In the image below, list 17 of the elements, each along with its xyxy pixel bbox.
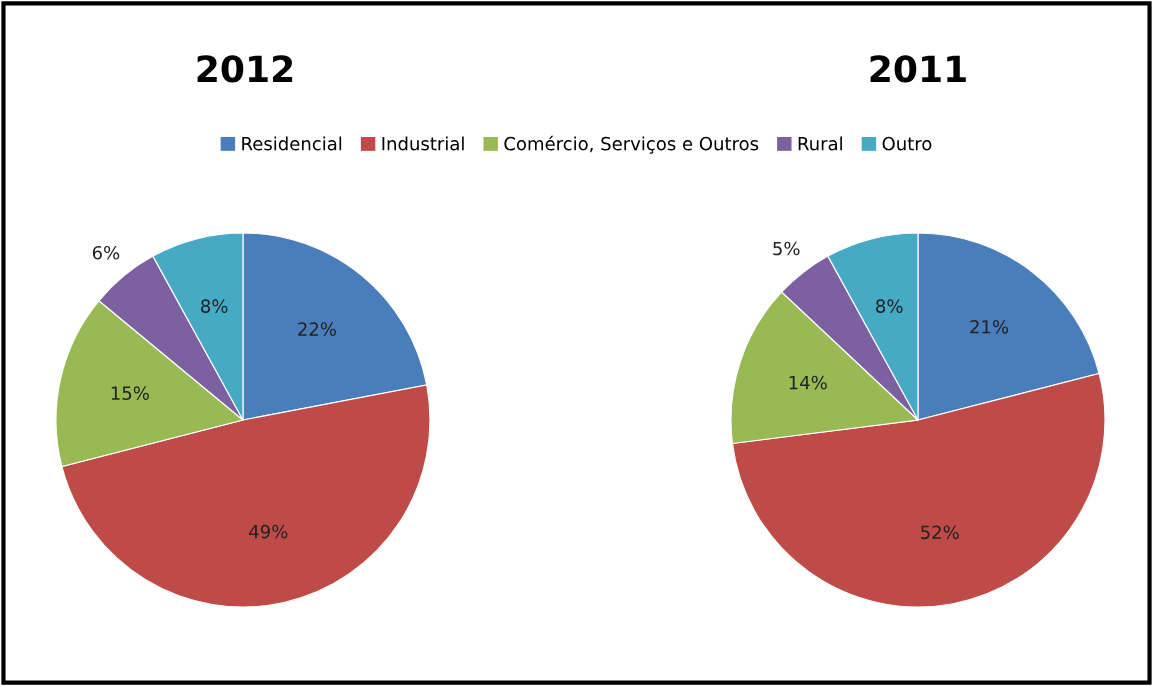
data-label: 15%	[111, 386, 149, 400]
data-label: 6%	[92, 245, 120, 260]
data-label: 22%	[298, 322, 336, 336]
legend-label: Outro	[882, 136, 932, 151]
data-label: 5%	[773, 241, 800, 256]
legend-label: Rural	[798, 136, 842, 151]
legend-label: Industrial	[382, 136, 464, 151]
data-label: 14%	[789, 375, 827, 390]
data-label: 52%	[921, 525, 959, 540]
legend-label: Residencial	[242, 136, 342, 151]
data-label: 8%	[201, 299, 228, 313]
chart-title: 2012	[197, 55, 293, 83]
legend-label: Comércio, Serviços e Outros	[504, 135, 759, 154]
chart-title: 2011	[870, 55, 966, 83]
data-label: 8%	[876, 299, 903, 313]
data-label: 21%	[970, 319, 1009, 334]
data-label: 49%	[249, 524, 288, 539]
